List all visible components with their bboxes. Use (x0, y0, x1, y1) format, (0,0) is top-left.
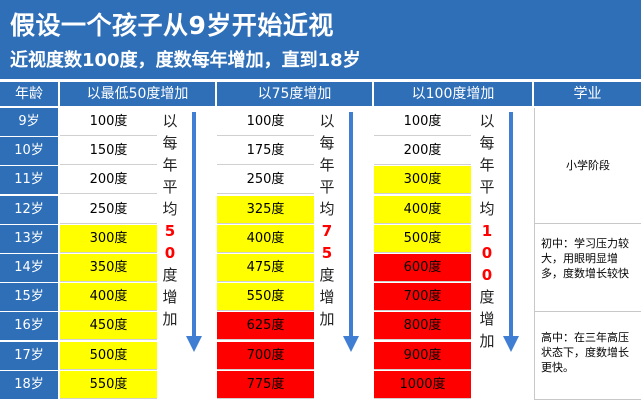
degree-cell: 500度 (60, 342, 157, 370)
stage-junior-high: 初中：学习压力较大，用眼明显增多，度数增长较快 (534, 224, 641, 312)
degree-cell: 700度 (217, 342, 314, 370)
degree-cell: 325度 (217, 196, 314, 224)
degree-cell: 475度 (217, 254, 314, 282)
age-label: 9岁 (0, 108, 58, 136)
age-label: 14岁 (0, 254, 58, 282)
annotation-char: 度 (162, 266, 178, 284)
annotation-char: 5 (321, 244, 333, 262)
annotation-char: 平 (479, 178, 495, 196)
annotation-char: 均 (319, 200, 335, 218)
annotation-char: 年 (479, 156, 495, 174)
age-label: 15岁 (0, 283, 58, 311)
page-subtitle: 近视度数100度，度数每年增加，直到18岁 (10, 50, 361, 71)
annotation-char: 5 (164, 222, 176, 240)
down-arrow-line (192, 112, 196, 338)
column-header-100: 以100度增加 (374, 82, 532, 106)
annotation-char: 加 (479, 332, 495, 350)
degree-cell: 200度 (60, 166, 157, 194)
degree-cell: 200度 (374, 137, 471, 165)
degree-cell: 175度 (217, 137, 314, 165)
annotation-char: 以 (162, 112, 178, 130)
age-label: 16岁 (0, 312, 58, 340)
down-arrow-line (349, 112, 353, 338)
age-label: 11岁 (0, 166, 58, 194)
annotation-char: 每 (162, 134, 178, 152)
annotation-char: 增 (162, 288, 178, 306)
annotation-char: 加 (319, 310, 335, 328)
age-label: 10岁 (0, 137, 58, 165)
annotation-char: 0 (164, 244, 176, 262)
annotation-char: 增 (319, 288, 335, 306)
annotation-char: 度 (319, 266, 335, 284)
degree-cell: 300度 (374, 166, 471, 194)
annotation-char: 平 (319, 178, 335, 196)
annotation-char: 年 (162, 156, 178, 174)
annotation-char: 度 (479, 288, 495, 306)
title-banner: 假设一个孩子从9岁开始近视 近视度数100度，度数每年增加，直到18岁 (0, 0, 641, 79)
age-label: 13岁 (0, 225, 58, 253)
degree-cell: 400度 (60, 283, 157, 311)
annotation-char: 7 (321, 222, 333, 240)
degree-cell: 250度 (60, 196, 157, 224)
annotation-char: 0 (481, 244, 493, 262)
degree-cell: 700度 (374, 283, 471, 311)
degree-cell: 550度 (217, 283, 314, 311)
annotation-char: 增 (479, 310, 495, 328)
annotation-char: 年 (319, 156, 335, 174)
down-arrow-icon (343, 336, 359, 352)
annotation-char: 加 (162, 310, 178, 328)
down-arrow-icon (503, 336, 519, 352)
degree-cell: 250度 (217, 166, 314, 194)
degree-cell: 100度 (374, 108, 471, 136)
stage-senior-high: 高中：在三年高压状态下，度数增长更快。 (534, 312, 641, 400)
annotation-char: 以 (479, 112, 495, 130)
annotation-char: 均 (479, 200, 495, 218)
page-title: 假设一个孩子从9岁开始近视 (10, 11, 334, 40)
degree-cell: 400度 (374, 196, 471, 224)
annotation-char: 平 (162, 178, 178, 196)
degree-cell: 300度 (60, 225, 157, 253)
degree-cell: 400度 (217, 225, 314, 253)
annotation-char: 每 (319, 134, 335, 152)
arrow-annotation-75: 以每年平均 7 5 度增加 (315, 108, 373, 400)
age-label: 18岁 (0, 371, 58, 399)
age-label: 17岁 (0, 342, 58, 370)
degree-cell: 800度 (374, 312, 471, 340)
annotation-char: 以 (319, 112, 335, 130)
degree-cell: 350度 (60, 254, 157, 282)
column-header-age: 年龄 (0, 82, 58, 106)
degree-cell: 150度 (60, 137, 157, 165)
column-header-75: 以75度增加 (217, 82, 372, 106)
degree-cell: 625度 (217, 312, 314, 340)
annotation-char: 0 (481, 266, 493, 284)
degree-cell: 775度 (217, 371, 314, 399)
age-label: 12岁 (0, 196, 58, 224)
degree-cell: 900度 (374, 342, 471, 370)
column-header-50: 以最低50度增加 (60, 82, 215, 106)
arrow-annotation-50: 以每年平均 5 0 度增加 (158, 108, 216, 400)
annotation-char: 每 (479, 134, 495, 152)
annotation-char: 均 (162, 200, 178, 218)
degree-cell: 1000度 (374, 371, 471, 399)
down-arrow-icon (186, 336, 202, 352)
degree-cell: 100度 (217, 108, 314, 136)
column-header-study: 学业 (534, 82, 641, 106)
arrow-annotation-100: 以每年平均 1 0 0 度增加 (475, 108, 533, 400)
degree-cell: 600度 (374, 254, 471, 282)
degree-cell: 500度 (374, 225, 471, 253)
annotation-char: 1 (481, 222, 493, 240)
degree-cell: 450度 (60, 312, 157, 340)
stage-primary-school: 小学阶段 (534, 108, 641, 224)
degree-cell: 100度 (60, 108, 157, 136)
degree-cell: 550度 (60, 371, 157, 399)
down-arrow-line (509, 112, 513, 338)
